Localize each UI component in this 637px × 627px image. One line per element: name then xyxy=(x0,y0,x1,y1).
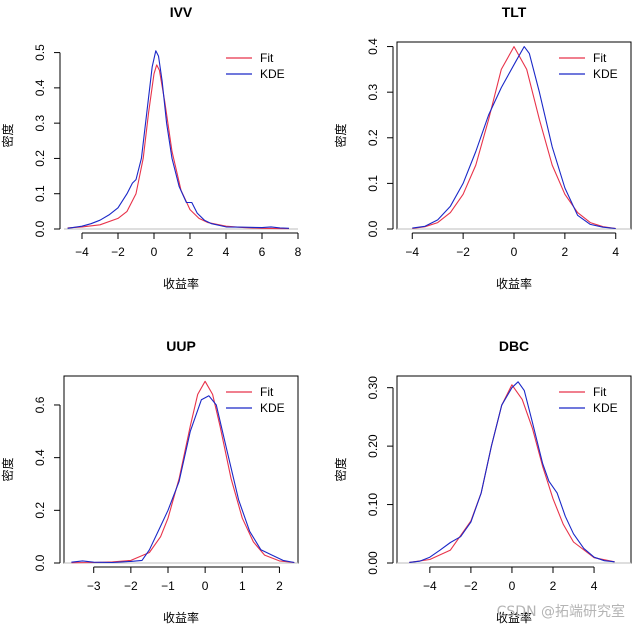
x-tick-label: 4 xyxy=(591,579,598,593)
y-tick-label: 0.1 xyxy=(33,185,47,202)
y-tick-label: 0.00 xyxy=(366,551,380,575)
y-tick-label: 0.10 xyxy=(366,493,380,517)
x-tick-label: 6 xyxy=(259,245,266,259)
chart-title: IVV xyxy=(170,4,193,20)
legend-label-fit: Fit xyxy=(260,51,274,65)
y-tick-label: 0.2 xyxy=(33,502,47,519)
x-axis-label: 收益率 xyxy=(163,610,199,625)
legend-label-kde: KDE xyxy=(593,401,618,415)
y-tick-label: 0.6 xyxy=(33,396,47,413)
y-axis-label: 密度 xyxy=(333,457,348,481)
series-line-kde xyxy=(412,46,616,230)
x-tick-label: −2 xyxy=(111,245,125,259)
y-tick-label: 0.0 xyxy=(33,554,47,571)
x-tick-label: 4 xyxy=(612,245,619,259)
x-tick-label: 0 xyxy=(151,245,158,259)
y-tick-label: 0.4 xyxy=(33,449,47,466)
x-tick-label: 0 xyxy=(509,579,516,593)
series-line-fit xyxy=(67,64,289,230)
panel-uup: UUP −3 −2 −1 0 1 2 收益率 0.0 0.2 0.4 0.6 密度 Fit KDE xyxy=(0,338,299,625)
legend-label-fit: Fit xyxy=(260,385,274,399)
legend-label-fit: Fit xyxy=(593,51,607,65)
y-tick-label: 0.2 xyxy=(366,129,380,146)
panel-tlt: TLT −4 −2 0 2 4 收益率 0.0 0.1 0.2 0.3 0.4 密度 Fit KDE xyxy=(333,4,632,291)
x-tick-label: −4 xyxy=(75,245,89,259)
y-tick-label: 0.5 xyxy=(33,44,47,61)
x-tick-label: 0 xyxy=(511,245,518,259)
y-tick-label: 0.1 xyxy=(366,175,380,192)
chart-title: TLT xyxy=(502,4,527,20)
y-tick-label: 0.20 xyxy=(366,434,380,458)
chart-title: DBC xyxy=(499,338,529,354)
legend-label-kde: KDE xyxy=(593,67,618,81)
y-tick-label: 0.4 xyxy=(366,38,380,55)
x-tick-label: 1 xyxy=(239,579,246,593)
x-tick-label: −1 xyxy=(161,579,175,593)
watermark: CSDN @拓端研究室 xyxy=(496,604,625,620)
x-tick-label: 2 xyxy=(276,579,283,593)
x-axis-label: 收益率 xyxy=(163,276,199,291)
x-tick-label: −4 xyxy=(423,579,437,593)
x-tick-label: 2 xyxy=(187,245,194,259)
x-tick-label: −2 xyxy=(464,579,478,593)
y-tick-label: 0.0 xyxy=(33,220,47,237)
x-tick-label: 0 xyxy=(202,579,209,593)
legend-label-fit: Fit xyxy=(593,385,607,399)
y-tick-label: 0.4 xyxy=(33,79,47,96)
x-tick-label: 2 xyxy=(550,579,557,593)
y-tick-label: 0.0 xyxy=(366,220,380,237)
x-tick-label: −4 xyxy=(405,245,419,259)
series-line-kde xyxy=(409,381,615,563)
y-tick-label: 0.2 xyxy=(33,150,47,167)
x-tick-label: 2 xyxy=(562,245,569,259)
x-tick-label: −2 xyxy=(456,245,470,259)
panel-dbc: DBC −4 −2 0 2 4 收益率 0.00 0.10 0.20 0.30 密度 Fit KDE xyxy=(333,338,632,625)
legend-label-kde: KDE xyxy=(260,401,285,415)
series-line-fit xyxy=(409,384,615,563)
y-axis-label: 密度 xyxy=(0,123,15,147)
series-line-kde xyxy=(67,50,290,229)
legend-label-kde: KDE xyxy=(260,67,285,81)
x-tick-label: −2 xyxy=(124,579,138,593)
y-tick-label: 0.3 xyxy=(33,114,47,131)
x-axis-label: 收益率 xyxy=(496,610,532,625)
y-tick-label: 0.3 xyxy=(366,84,380,101)
x-tick-label: 4 xyxy=(223,245,230,259)
y-axis-label: 密度 xyxy=(0,457,15,481)
x-tick-label: 8 xyxy=(295,245,302,259)
y-axis-label: 密度 xyxy=(333,123,348,147)
series-line-fit xyxy=(71,380,295,564)
chart-title: UUP xyxy=(166,338,196,354)
x-axis-label: 收益率 xyxy=(496,276,532,291)
series-line-kde xyxy=(71,395,295,564)
x-tick-label: −3 xyxy=(87,579,101,593)
series-line-fit xyxy=(412,46,616,230)
y-tick-label: 0.30 xyxy=(366,376,380,400)
panel-ivv: IVV −4 −2 0 2 4 6 8 收益率 0.0 0.1 0.2 0.3 0.4 0.5 密度 Fit KD… xyxy=(0,4,302,291)
